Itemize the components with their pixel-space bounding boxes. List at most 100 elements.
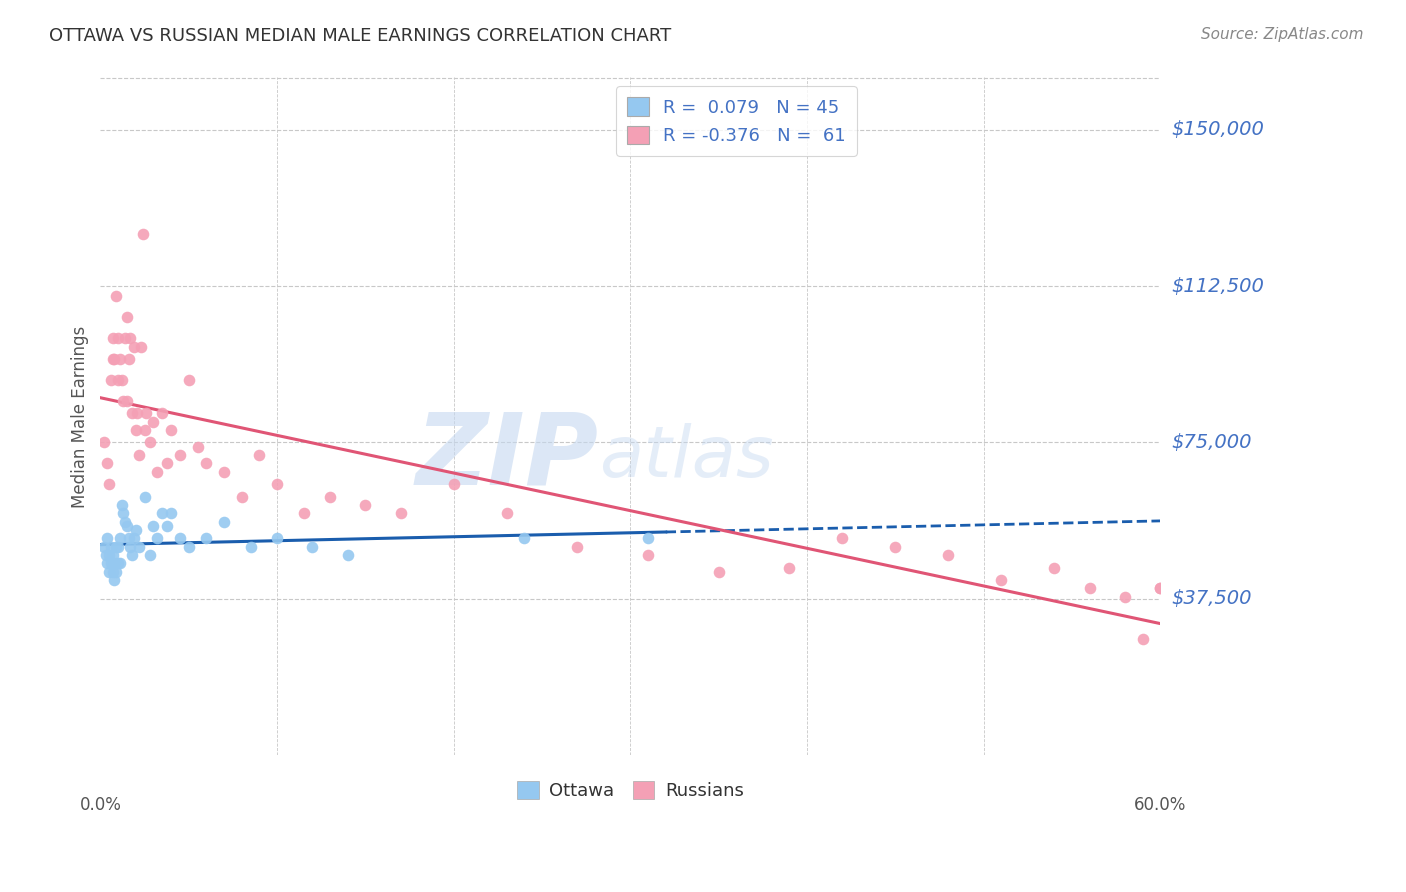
Point [103,352,125,367]
Point [108,352,131,367]
Point [567,540,589,554]
Point [389,507,412,521]
Point [105,289,128,303]
Text: 60.0%: 60.0% [1135,796,1187,814]
Point [107,540,129,554]
Point [132,227,155,241]
Point [292,507,315,521]
Point [107,373,129,387]
Point [707,565,730,579]
Point [127,406,149,420]
Point [96,557,118,571]
Point [336,548,359,562]
Point [239,540,262,554]
Text: Source: ZipAtlas.com: Source: ZipAtlas.com [1201,27,1364,42]
Point [319,490,342,504]
Point [122,339,145,353]
Point [266,532,288,546]
Point [231,490,253,504]
Point [103,573,125,587]
Point [146,465,169,479]
Point [125,423,148,437]
Point [1078,582,1101,596]
Text: OTTAWA VS RUSSIAN MEDIAN MALE EARNINGS CORRELATION CHART: OTTAWA VS RUSSIAN MEDIAN MALE EARNINGS C… [49,27,672,45]
Point [115,310,138,325]
Point [139,548,162,562]
Point [100,373,122,387]
Point [108,557,131,571]
Point [105,540,128,554]
Point [177,540,200,554]
Point [134,423,156,437]
Point [301,540,323,554]
Point [169,532,191,546]
Point [115,393,138,408]
Point [354,498,377,512]
Point [831,532,853,546]
Point [443,477,465,491]
Text: $112,500: $112,500 [1171,277,1264,295]
Point [120,331,142,345]
Point [142,415,165,429]
Point [129,339,152,353]
Text: $75,000: $75,000 [1171,433,1253,452]
Point [150,406,173,420]
Point [637,532,659,546]
Point [495,507,517,521]
Point [142,519,165,533]
Point [177,373,200,387]
Point [212,465,235,479]
Point [112,393,135,408]
Point [93,435,115,450]
Point [101,331,124,345]
Point [94,548,117,562]
Point [1149,582,1171,596]
Point [110,498,132,512]
Point [938,548,960,562]
Point [1149,582,1171,596]
Point [1132,632,1154,646]
Point [120,540,142,554]
Text: ZIP: ZIP [416,409,599,506]
Point [1043,560,1066,574]
Point [778,560,800,574]
Point [122,532,145,546]
Point [105,565,128,579]
Point [160,507,183,521]
Point [96,456,118,470]
Point [110,373,132,387]
Point [160,423,183,437]
Y-axis label: Median Male Earnings: Median Male Earnings [72,326,89,508]
Point [195,532,218,546]
Point [117,352,139,367]
Point [156,519,179,533]
Point [121,548,143,562]
Point [108,532,131,546]
Point [884,540,907,554]
Point [186,440,208,454]
Point [98,477,121,491]
Point [114,515,136,529]
Point [96,532,118,546]
Point [121,406,143,420]
Point [1114,590,1136,604]
Point [990,573,1012,587]
Text: 0.0%: 0.0% [79,796,121,814]
Point [134,490,156,504]
Point [93,540,115,554]
Point [212,515,235,529]
Point [100,540,122,554]
Point [128,540,150,554]
Point [156,456,179,470]
Point [266,477,288,491]
Text: $37,500: $37,500 [1171,590,1253,608]
Point [112,507,135,521]
Point [139,435,162,450]
Point [150,507,173,521]
Legend: Ottawa, Russians: Ottawa, Russians [509,773,751,807]
Point [101,565,124,579]
Point [195,456,218,470]
Point [169,448,191,462]
Point [114,331,136,345]
Point [125,523,148,537]
